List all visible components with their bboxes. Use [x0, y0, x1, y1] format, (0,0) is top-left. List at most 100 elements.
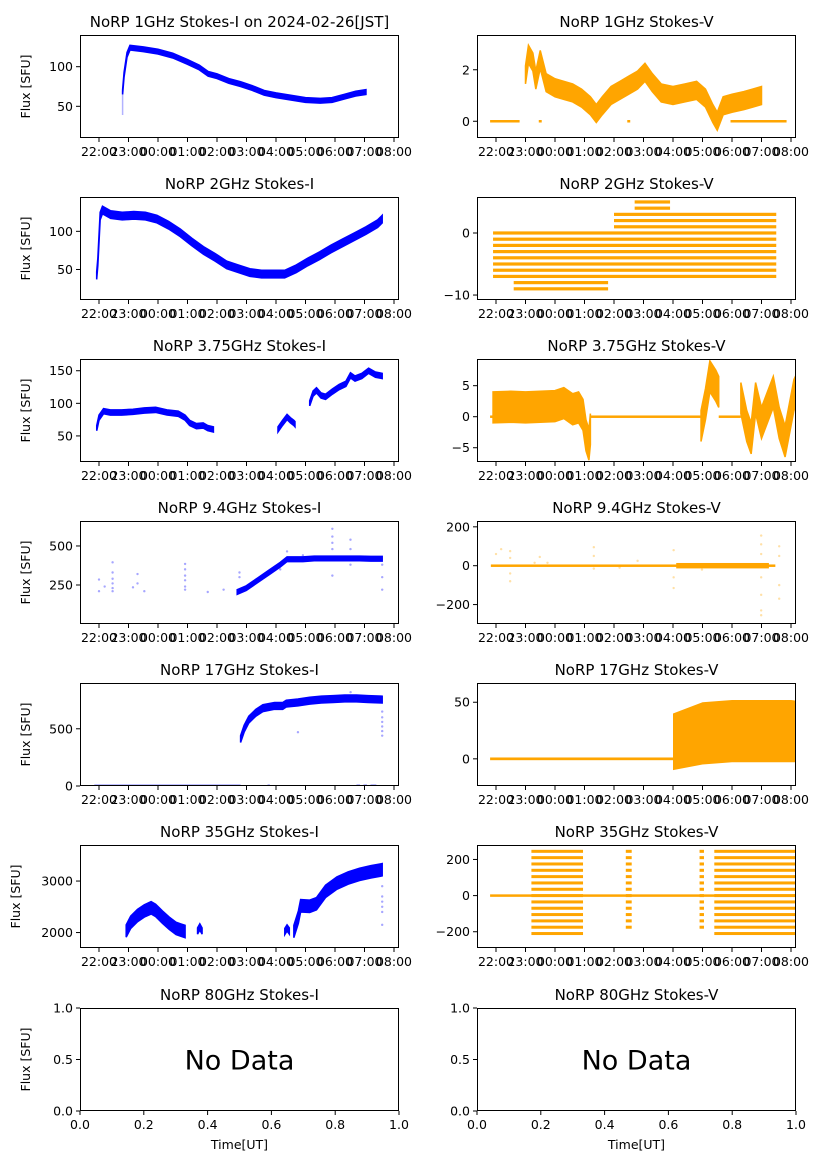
x-tick-label: 08:00	[773, 468, 809, 483]
data-point	[381, 710, 384, 713]
x-tick-label: 01:00	[169, 792, 205, 807]
data-band-stokes-i	[236, 555, 383, 596]
data-level-row	[625, 875, 632, 879]
x-tick-label: 07:00	[346, 792, 382, 807]
data-segment	[490, 415, 494, 418]
y-tick-label: 0.0	[450, 1104, 470, 1119]
data-level-row	[714, 913, 796, 917]
data-point	[759, 614, 763, 617]
x-tick-label: 01:00	[169, 144, 205, 159]
x-tick-label: 01:00	[169, 630, 205, 645]
x-tick-label: 22:00	[478, 144, 514, 159]
x-tick-label: 01:00	[566, 144, 602, 159]
x-tick-label: 00:00	[140, 792, 176, 807]
x-tick-label: 05:00	[287, 630, 323, 645]
data-level-row	[531, 881, 584, 885]
x-tick-label: 03:00	[228, 630, 264, 645]
data-point	[672, 576, 675, 579]
chart-panel-1ghz-v: NoRP 1GHz Stokes-V 0 2 22:0023:0000:0001:00…	[462, 13, 809, 159]
x-tick-label: 00:00	[537, 954, 573, 969]
data-segment	[809, 415, 816, 418]
x-tick-label: 04:00	[655, 630, 691, 645]
x-tick-label: 23:00	[110, 792, 146, 807]
x-tick-label: 08:00	[376, 630, 412, 645]
data-level-row	[531, 919, 584, 923]
x-tick-label: 22:00	[478, 306, 514, 321]
x-tick-label: 00:00	[537, 468, 573, 483]
x-tick-label: 03:00	[228, 954, 264, 969]
x-tick-label: 0.8	[325, 1117, 345, 1132]
data-level-row	[634, 206, 671, 210]
x-tick-label: 08:00	[773, 144, 809, 159]
data-level-row	[493, 250, 777, 254]
data-segment	[676, 562, 769, 569]
y-tick-label: −200	[436, 597, 470, 612]
y-tick-label: 200	[446, 519, 470, 534]
y-tick-label: 0.5	[53, 1052, 73, 1067]
x-tick-label: 0.0	[70, 1117, 90, 1132]
y-axis-label: Flux [SFU]	[18, 379, 33, 443]
data-point	[759, 552, 763, 556]
data-point	[381, 905, 384, 908]
y-tick-label: 50	[57, 262, 73, 277]
data-level-row	[493, 262, 777, 266]
x-tick-label: 00:00	[537, 144, 573, 159]
x-tick-label: 23:00	[110, 630, 146, 645]
y-axis-label: Flux [SFU]	[18, 703, 33, 767]
chart-panel-35ghz-v: NoRP 35GHz Stokes-V −200 0 200 22:0023:0000:…	[436, 823, 809, 969]
data-point	[381, 900, 384, 903]
data-point	[592, 554, 596, 558]
data-point	[111, 561, 114, 564]
data-level-row	[699, 875, 704, 879]
chart-title: NoRP 80GHz Stokes-I	[160, 986, 319, 1004]
plot-area	[493, 200, 777, 291]
y-axis-label: Flux [SFU]	[18, 55, 33, 119]
data-level-row	[493, 231, 777, 235]
data-point	[238, 571, 241, 574]
x-tick-label: 22:00	[81, 792, 117, 807]
data-point	[285, 550, 289, 553]
data-band-stokes-v	[524, 43, 763, 133]
data-point	[103, 585, 106, 588]
data-point	[759, 609, 763, 612]
x-tick-label: 06:00	[317, 630, 353, 645]
x-tick-label: 04:00	[258, 630, 294, 645]
y-tick-label: 0	[462, 409, 470, 424]
x-tick-label: 08:00	[773, 306, 809, 321]
chart-title: NoRP 80GHz Stokes-V	[555, 986, 720, 1004]
x-tick-label: 04:00	[258, 792, 294, 807]
data-level-row	[614, 218, 777, 223]
data-band-segment-4	[293, 862, 383, 938]
x-tick-label: 06:00	[714, 144, 750, 159]
data-band-segment-2	[196, 922, 203, 935]
data-point	[533, 561, 536, 564]
x-tick-label: 01:00	[566, 468, 602, 483]
x-tick-label: 01:00	[566, 630, 602, 645]
x-tick-label: 02:00	[596, 630, 632, 645]
data-band-segment-2	[700, 359, 720, 442]
y-tick-label: 100	[49, 396, 73, 411]
data-level-row	[699, 856, 704, 860]
data-level-row	[531, 849, 584, 853]
data-level-row	[699, 906, 704, 910]
y-tick-label: 200	[446, 852, 470, 867]
x-tick-label: 07:00	[743, 792, 779, 807]
x-tick-label: 05:00	[684, 144, 720, 159]
x-tick-label: 04:00	[655, 954, 691, 969]
data-point	[331, 527, 334, 531]
data-band-stokes-i	[239, 694, 383, 743]
x-tick-label: 01:00	[566, 306, 602, 321]
chart-title: NoRP 35GHz Stokes-V	[555, 823, 720, 841]
plot-area	[94, 690, 384, 786]
x-tick-label: 00:00	[140, 954, 176, 969]
x-tick-label: 23:00	[110, 306, 146, 321]
data-band-segment-3	[284, 923, 291, 938]
x-tick-label: 08:00	[773, 792, 809, 807]
data-point	[672, 548, 675, 552]
x-tick-label: 06:00	[317, 306, 353, 321]
data-point	[143, 590, 146, 593]
y-axis-label: Flux [SFU]	[18, 1028, 33, 1092]
data-level-row	[531, 906, 584, 910]
data-point	[381, 895, 384, 898]
